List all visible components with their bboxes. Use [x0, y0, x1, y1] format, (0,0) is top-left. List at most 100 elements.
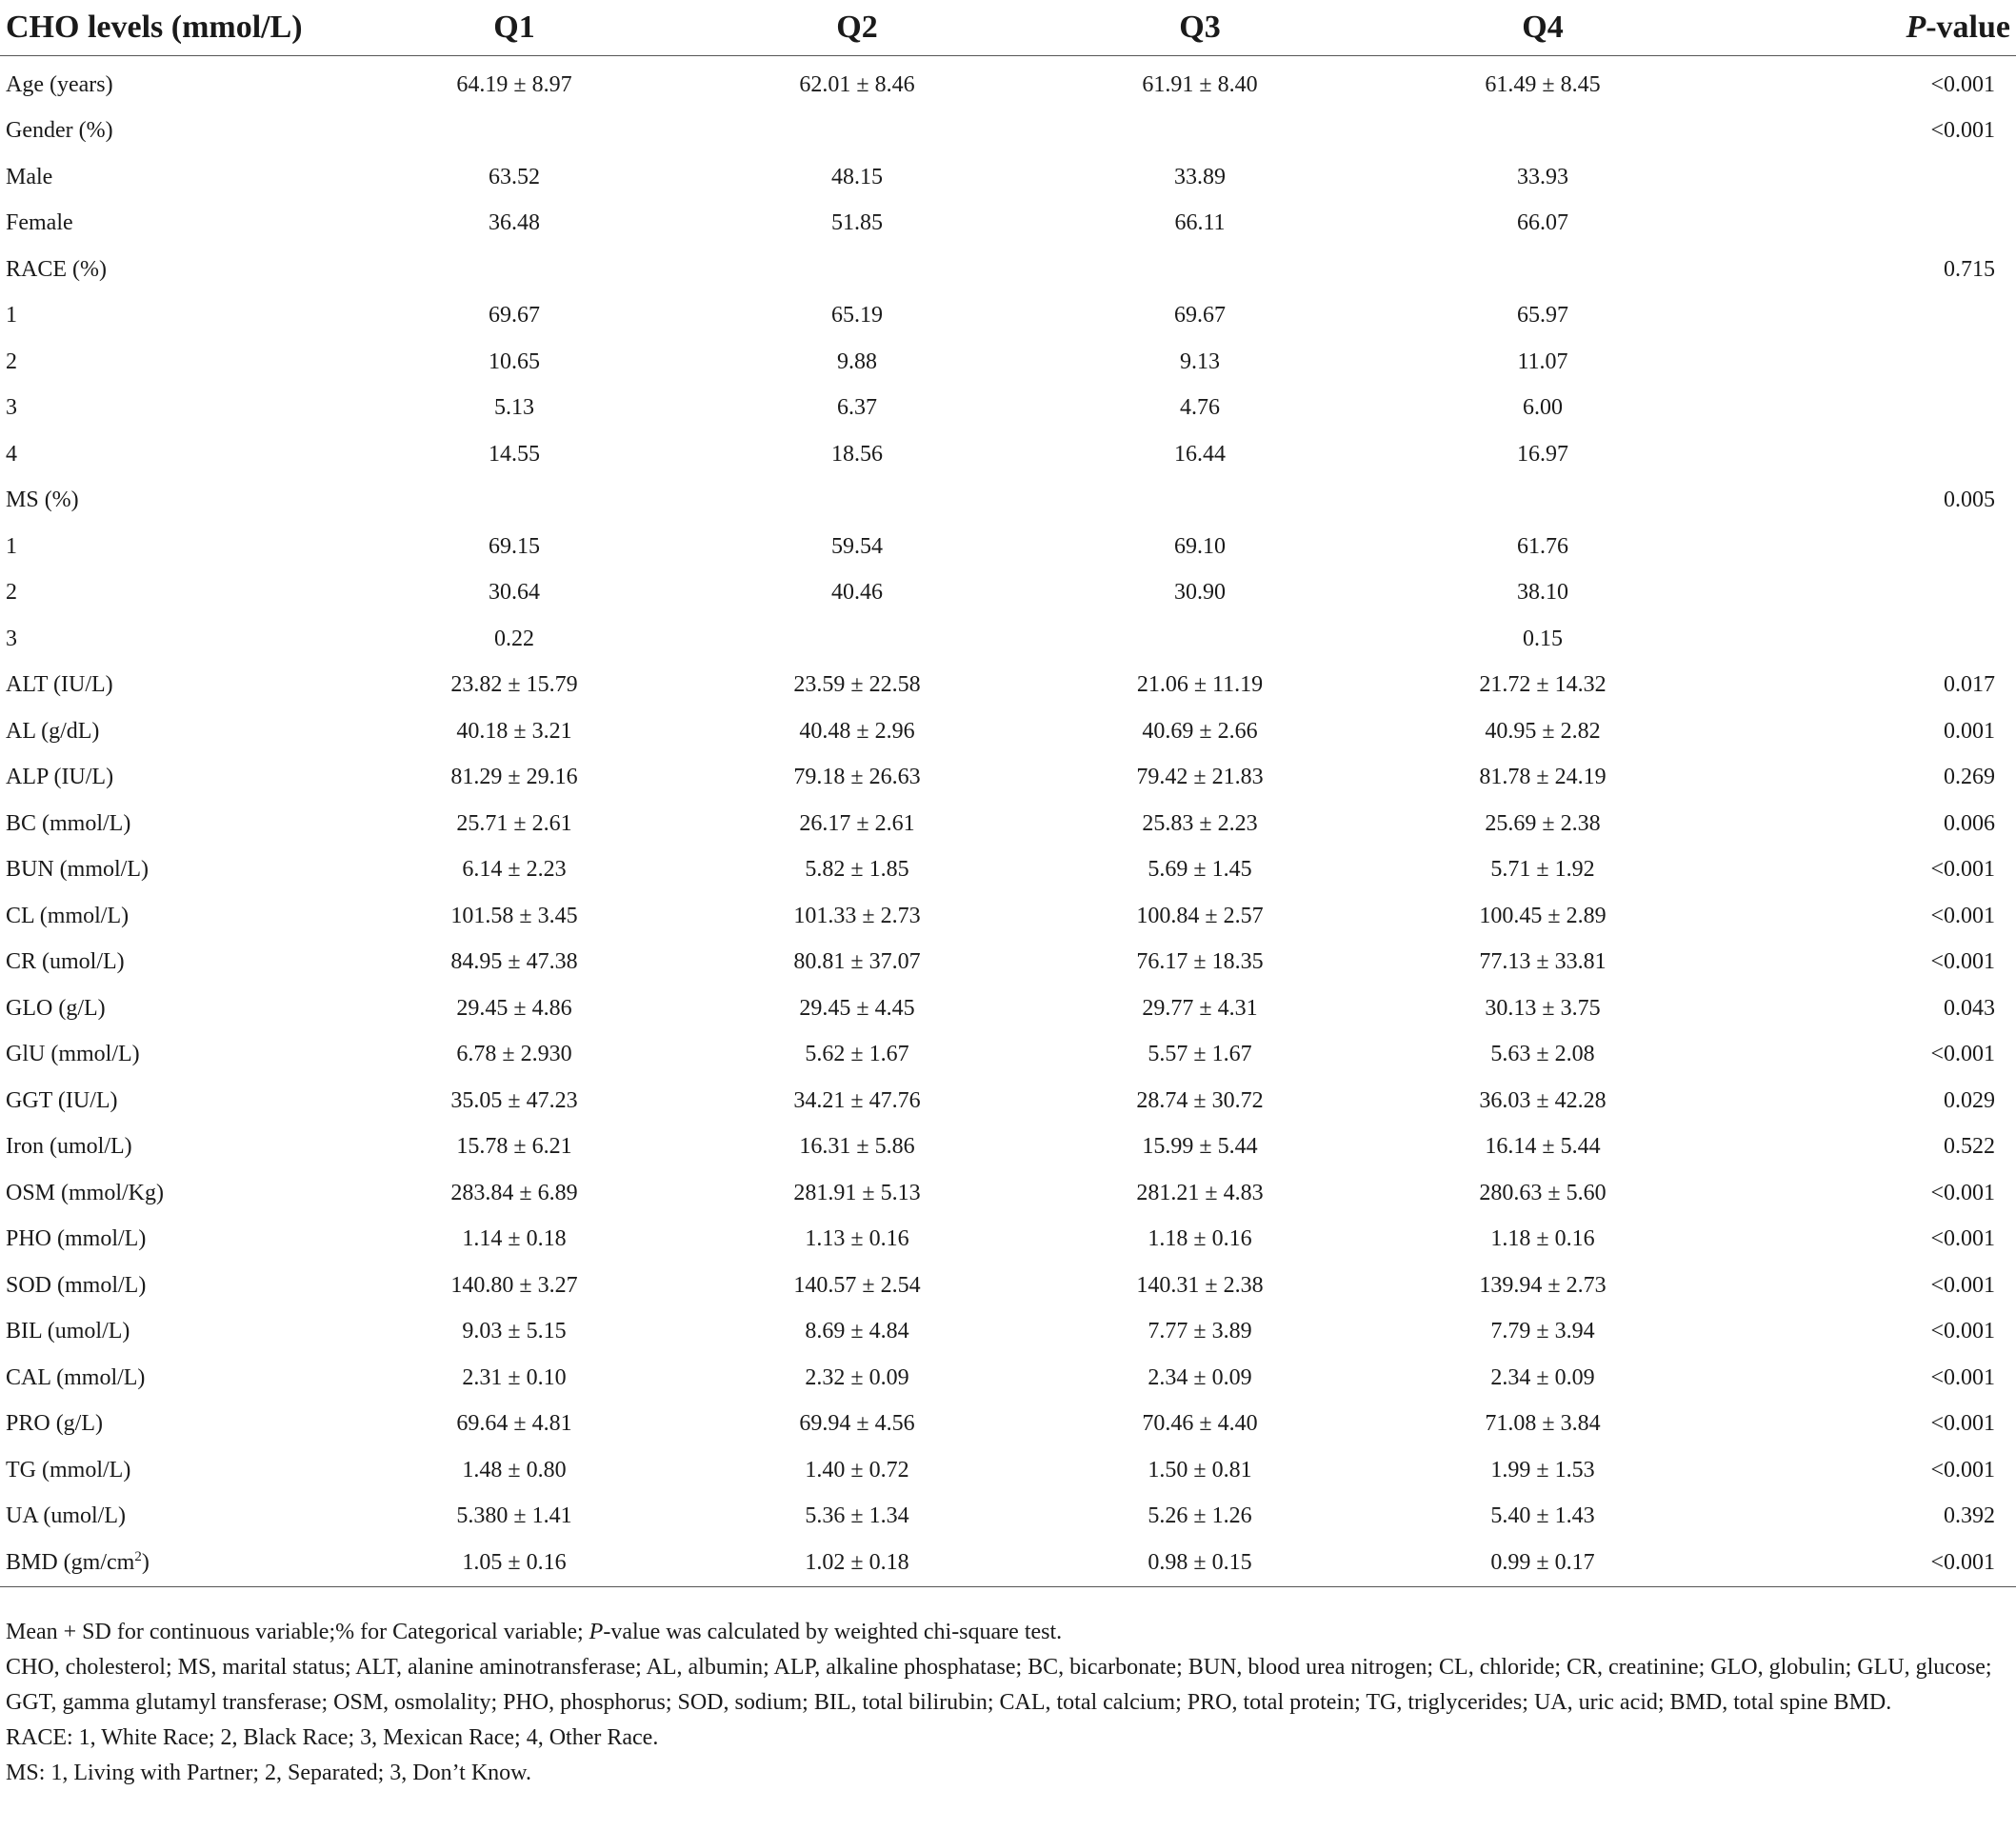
- cell-q2: 23.59 ± 22.58: [793, 672, 921, 698]
- table-row: PRO (g/L) 69.64 ± 4.81 69.94 ± 4.56 70.46 ±…: [0, 1402, 2016, 1448]
- cell-label: TG (mmol/L): [6, 1457, 131, 1483]
- cell-label: 3: [6, 626, 17, 651]
- cell-q1: 5.13: [494, 395, 534, 421]
- cell-q2: [686, 616, 1028, 663]
- cell-p: <0.001: [1930, 1042, 1995, 1067]
- table-row: 1 69.67 65.19 69.67 65.97: [0, 293, 2016, 340]
- cell-p: <0.001: [1930, 857, 1995, 883]
- cell-p: <0.001: [1930, 1319, 1995, 1344]
- cell-q4: 16.14 ± 5.44: [1485, 1134, 1601, 1160]
- footnote-statistics: Mean + SD for continuous variable;% for …: [6, 1615, 2010, 1650]
- table-row: Female 36.48 51.85 66.11 66.07: [0, 201, 2016, 248]
- table-row: UA (umol/L) 5.380 ± 1.41 5.36 ± 1.34 5.26 ±…: [0, 1494, 2016, 1541]
- cell-p: <0.001: [1714, 1540, 2016, 1587]
- cell-p: [1714, 386, 2016, 432]
- cell-q1: 25.71 ± 2.61: [456, 810, 572, 836]
- cell-q3: 4.76: [1180, 395, 1220, 421]
- table-row: TG (mmol/L) 1.48 ± 0.80 1.40 ± 0.72 1.50 ± …: [0, 1447, 2016, 1494]
- cell-p: [1714, 524, 2016, 570]
- table-row: PHO (mmol/L) 1.14 ± 0.18 1.13 ± 0.16 1.18 ±…: [0, 1217, 2016, 1264]
- cell-q2: 62.01 ± 8.46: [799, 71, 915, 97]
- cell-q2: 51.85: [831, 210, 883, 236]
- cell-q2: 16.31 ± 5.86: [799, 1134, 915, 1160]
- cell-q4: 65.97: [1517, 303, 1568, 328]
- cell-q1: 36.48: [489, 210, 540, 236]
- cell-q3: 66.11: [1174, 210, 1226, 236]
- cell-p: <0.001: [1930, 1180, 1995, 1205]
- header-q3: Q3: [1028, 0, 1371, 56]
- cell-label: GGT (IU/L): [6, 1087, 118, 1113]
- cell-q1: 6.14 ± 2.23: [462, 857, 567, 883]
- cell-q3: 33.89: [1174, 164, 1226, 189]
- cell-p: 0.017: [1944, 672, 1995, 698]
- cell-q3: 0.98 ± 0.15: [1028, 1540, 1371, 1587]
- cell-q4: 71.08 ± 3.84: [1485, 1411, 1601, 1437]
- cell-q3: 61.91 ± 8.40: [1142, 71, 1258, 97]
- cell-p: 0.001: [1944, 718, 1995, 744]
- cell-q2: 5.82 ± 1.85: [805, 857, 909, 883]
- cell-p: 0.029: [1944, 1087, 1995, 1113]
- table-row: CL (mmol/L) 101.58 ± 3.45 101.33 ± 2.73 100…: [0, 893, 2016, 940]
- table-row: BIL (umol/L) 9.03 ± 5.15 8.69 ± 4.84 7.77 ±…: [0, 1309, 2016, 1356]
- table-row: 1 69.15 59.54 69.10 61.76: [0, 524, 2016, 570]
- cell-p: <0.001: [1930, 71, 1995, 97]
- cell-q1: [343, 247, 686, 293]
- cell-q3: 5.26 ± 1.26: [1148, 1503, 1252, 1529]
- table-row: 3 0.22 0.15: [0, 616, 2016, 663]
- cell-q2: 59.54: [831, 533, 883, 559]
- cell-q1: 63.52: [489, 164, 540, 189]
- cell-q3: 79.42 ± 21.83: [1136, 765, 1264, 790]
- cell-q4: 81.78 ± 24.19: [1479, 765, 1607, 790]
- cell-q1: 64.19 ± 8.97: [456, 71, 572, 97]
- cell-label: PHO (mmol/L): [6, 1226, 147, 1252]
- cell-q3: 2.34 ± 0.09: [1148, 1364, 1252, 1390]
- cell-q2: 80.81 ± 37.07: [793, 949, 921, 975]
- cell-p: <0.001: [1930, 1457, 1995, 1483]
- cell-q1: [343, 478, 686, 525]
- cell-p: 0.043: [1944, 995, 1995, 1021]
- table-row: 3 5.13 6.37 4.76 6.00: [0, 386, 2016, 432]
- cell-q2: 40.48 ± 2.96: [799, 718, 915, 744]
- cell-q1: 81.29 ± 29.16: [450, 765, 578, 790]
- cell-q2: 1.40 ± 0.72: [805, 1457, 909, 1483]
- cell-label: 4: [6, 441, 17, 467]
- cell-q1: 23.82 ± 15.79: [450, 672, 578, 698]
- cell-q2: 8.69 ± 4.84: [805, 1319, 909, 1344]
- cell-p: <0.001: [1930, 903, 1995, 928]
- cell-label: PRO (g/L): [6, 1411, 103, 1437]
- cell-label: Iron (umol/L): [6, 1134, 132, 1160]
- cell-q1: 15.78 ± 6.21: [456, 1134, 572, 1160]
- cell-q2: 29.45 ± 4.45: [799, 995, 915, 1021]
- cell-p: <0.001: [1930, 1272, 1995, 1298]
- cell-q2: [686, 247, 1028, 293]
- cell-q4: 11.07: [1517, 348, 1568, 374]
- cell-q2: 9.88: [837, 348, 877, 374]
- cell-p: 0.006: [1944, 810, 1995, 836]
- cell-label: ALT (IU/L): [6, 672, 113, 698]
- cell-q2: 140.57 ± 2.54: [793, 1272, 921, 1298]
- cell-p: <0.001: [1930, 1226, 1995, 1252]
- cell-p: 0.715: [1944, 256, 1995, 282]
- cell-q1: 1.48 ± 0.80: [462, 1457, 567, 1483]
- table-header-row: CHO levels (mmol/L) Q1 Q2 Q3 Q4 P-value: [0, 0, 2016, 56]
- cell-q1: 0.22: [494, 626, 534, 651]
- cell-q3: [1028, 109, 1371, 155]
- cell-q3: [1028, 247, 1371, 293]
- cell-q2: [686, 109, 1028, 155]
- table-row: GLO (g/L) 29.45 ± 4.86 29.45 ± 4.45 29.77 ±…: [0, 985, 2016, 1032]
- cell-p: <0.001: [1930, 1411, 1995, 1437]
- cell-q2: 1.13 ± 0.16: [805, 1226, 909, 1252]
- cell-q4: 61.76: [1517, 533, 1568, 559]
- cell-q3: 25.83 ± 2.23: [1142, 810, 1258, 836]
- cell-q1: 40.18 ± 3.21: [456, 718, 572, 744]
- footnote-ms: MS: 1, Living with Partner; 2, Separated…: [6, 1761, 531, 1785]
- cell-q3: 69.67: [1174, 303, 1226, 328]
- cell-q4: [1371, 478, 1714, 525]
- cell-p: <0.001: [1930, 118, 1995, 144]
- cell-q3: 5.69 ± 1.45: [1148, 857, 1252, 883]
- cell-p: [1714, 431, 2016, 478]
- table-row: BMD (gm/cm2) 1.05 ± 0.16 1.02 ± 0.18 0.98 ±…: [0, 1540, 2016, 1587]
- cell-q4: 36.03 ± 42.28: [1479, 1087, 1607, 1113]
- cell-q4: 280.63 ± 5.60: [1479, 1180, 1607, 1205]
